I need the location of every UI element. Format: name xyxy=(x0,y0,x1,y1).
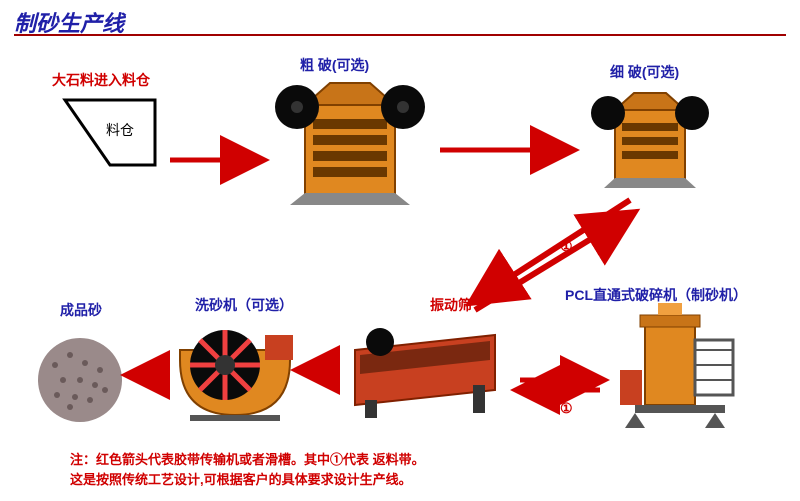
circled-1-a: ① xyxy=(560,238,573,255)
note-line1: 注：红色箭头代表胶带传输机或者滑槽。其中①代表 返料带。 xyxy=(70,452,425,467)
footnote: 注：红色箭头代表胶带传输机或者滑槽。其中①代表 返料带。 这是按照传统工艺设计,… xyxy=(70,450,425,489)
arrows-layer xyxy=(0,0,800,501)
circled-1-b: ① xyxy=(560,400,573,417)
note-line2: 这是按照传统工艺设计,可根据客户的具体要求设计生产线。 xyxy=(70,472,412,487)
